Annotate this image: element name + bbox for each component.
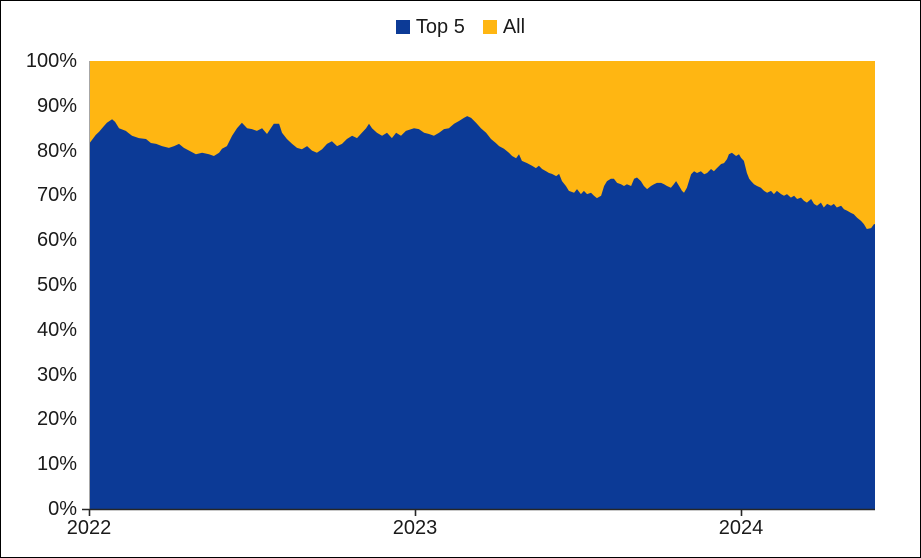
- x-tick-label: 2022: [66, 517, 112, 539]
- y-tick-label: 20%: [36, 408, 77, 431]
- y-tick-label: 80%: [36, 139, 77, 162]
- y-tick-label: 10%: [36, 453, 77, 476]
- y-tick-label: 30%: [36, 363, 77, 386]
- legend-label-all: All: [502, 16, 526, 38]
- legend-label-top5: Top 5: [415, 16, 465, 38]
- area-series-top5: [89, 116, 875, 509]
- x-tick-label: 2023: [392, 517, 438, 539]
- legend-item-top5: Top 5: [395, 14, 465, 40]
- y-tick-label: 40%: [36, 318, 77, 341]
- y-tick-label: 100%: [25, 50, 77, 72]
- legend: Top 5 All: [1, 14, 920, 40]
- y-tick-label: 0%: [48, 498, 77, 520]
- legend-swatch-all-icon: [482, 20, 497, 34]
- y-tick-label: 50%: [36, 274, 77, 296]
- y-tick-label: 60%: [36, 229, 77, 252]
- y-tick-label: 90%: [36, 94, 77, 117]
- y-tick-label: 70%: [36, 184, 77, 207]
- legend-item-all: All: [482, 14, 526, 40]
- legend-swatch-top5-icon: [395, 20, 410, 34]
- x-tick-label: 2024: [718, 517, 764, 539]
